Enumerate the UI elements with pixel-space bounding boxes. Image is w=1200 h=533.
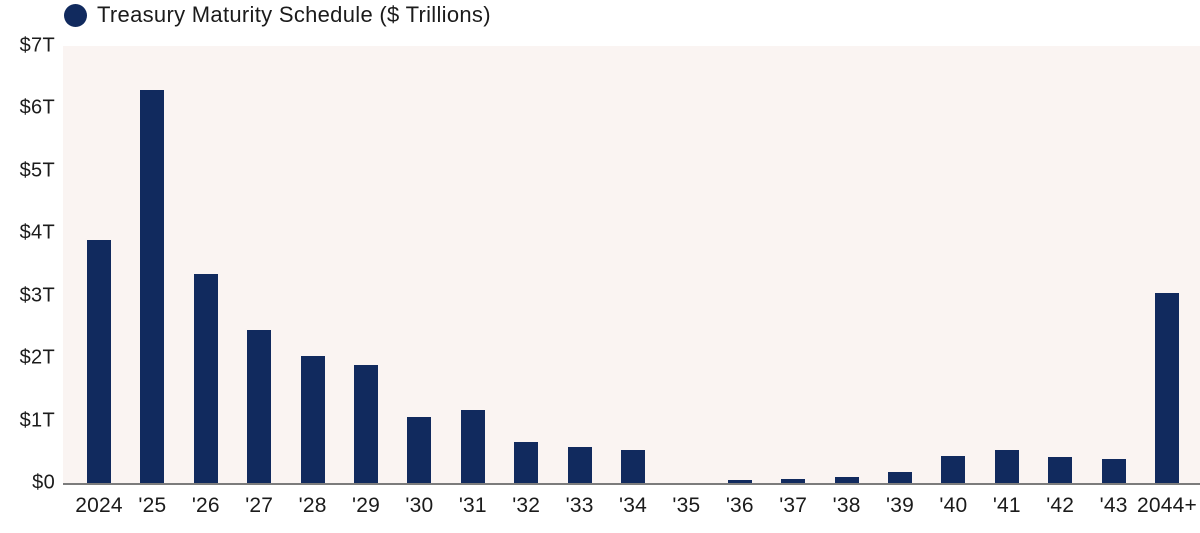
bar-29	[354, 365, 378, 483]
x-tick-label: '39	[886, 494, 914, 517]
x-tick-label: '38	[832, 494, 861, 517]
y-tick-label: $1T	[19, 409, 55, 432]
x-tick-label: '29	[352, 494, 380, 517]
bar-27	[247, 330, 272, 483]
bar-25	[140, 89, 165, 483]
bar-32	[514, 442, 539, 483]
bar-38	[834, 477, 859, 483]
y-tick-label: $5T	[19, 159, 55, 182]
x-tick-label: '43	[1099, 494, 1128, 517]
x-tick-label: '26	[191, 494, 220, 517]
x-tick-label: '37	[779, 494, 808, 517]
bar-37	[781, 478, 806, 483]
chart-legend: Treasury Maturity Schedule ($ Trillions)	[64, 2, 491, 28]
bar-34	[621, 449, 645, 483]
x-tick-label: '36	[725, 494, 754, 517]
x-tick-label: '34	[619, 494, 647, 517]
bar-30	[407, 416, 432, 483]
x-tick-label: 2024	[75, 494, 123, 517]
chart-title: Treasury Maturity Schedule ($ Trillions)	[97, 2, 491, 27]
y-tick-label: $2T	[19, 346, 55, 369]
bar-41	[994, 449, 1019, 483]
x-tick-label: 2044+	[1137, 494, 1197, 517]
bar-43	[1101, 459, 1126, 483]
bar-39	[888, 472, 912, 483]
plot-area	[63, 46, 1200, 485]
bar-36	[727, 479, 752, 483]
legend-dot-icon	[64, 3, 87, 27]
x-tick-label: '35	[672, 494, 701, 517]
bar-2044+	[1155, 293, 1179, 483]
x-tick-label: '30	[405, 494, 434, 517]
bar-28	[300, 356, 325, 483]
bar-2024	[87, 239, 111, 483]
bar-26	[193, 273, 218, 483]
x-tick-label: '42	[1046, 494, 1075, 517]
x-tick-label: '27	[245, 494, 274, 517]
x-tick-label: '31	[458, 494, 487, 517]
y-tick-label: $6T	[19, 96, 55, 119]
x-tick-label: '33	[565, 494, 594, 517]
y-tick-label: $3T	[19, 284, 55, 307]
y-tick-label: $0	[32, 471, 55, 494]
bar-40	[941, 456, 966, 483]
bar-42	[1048, 457, 1073, 483]
x-tick-label: '40	[939, 494, 968, 517]
x-tick-label: '41	[992, 494, 1021, 517]
y-tick-label: $7T	[19, 34, 55, 57]
bar-33	[567, 447, 592, 483]
y-tick-label: $4T	[19, 221, 55, 244]
x-tick-label: '25	[138, 494, 167, 517]
bar-31	[460, 409, 485, 483]
x-tick-label: '32	[512, 494, 541, 517]
x-tick-label: '28	[298, 494, 327, 517]
